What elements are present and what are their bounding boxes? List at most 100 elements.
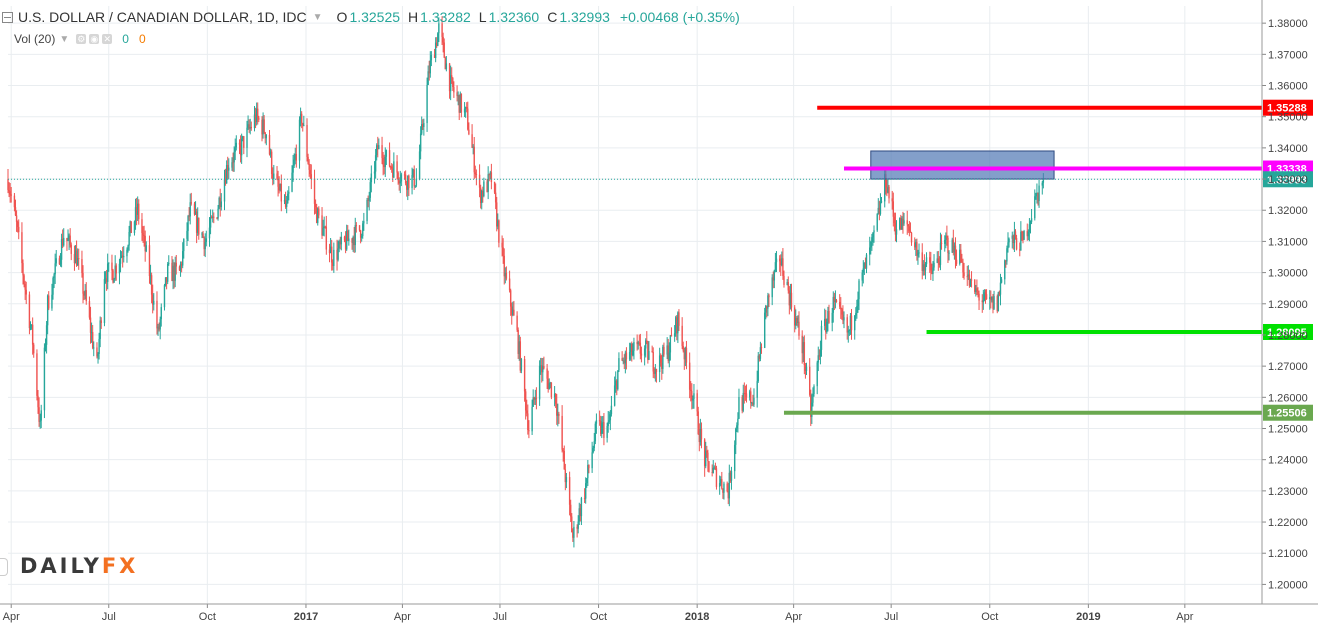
price-tick-label: 1.23000 (1268, 486, 1308, 498)
candle (891, 190, 893, 210)
candle (854, 315, 856, 340)
settings-icon[interactable]: ⚙ (76, 34, 87, 44)
candle (805, 362, 808, 376)
candle (173, 262, 175, 289)
candle (496, 196, 498, 232)
candle (630, 342, 632, 361)
candle (391, 163, 393, 173)
resistance-zone[interactable] (870, 150, 1055, 180)
candle (172, 259, 174, 290)
candle (503, 248, 505, 285)
candle (303, 115, 305, 127)
candle (600, 415, 602, 437)
candle (434, 37, 437, 63)
candle (706, 445, 708, 458)
candle (7, 169, 9, 194)
candle (501, 235, 503, 257)
chevron-down-icon[interactable]: ▼ (312, 11, 323, 23)
candle (645, 338, 647, 358)
candle (321, 207, 323, 239)
candle (916, 238, 918, 261)
price-tick-label: 1.30000 (1268, 268, 1308, 280)
candle (443, 38, 445, 58)
candle (907, 223, 910, 233)
candle (404, 170, 407, 186)
volume-label[interactable]: Vol (20) (14, 32, 56, 46)
zone-rectangle[interactable] (870, 150, 1055, 180)
candle (748, 389, 751, 401)
candle (186, 222, 188, 247)
candle (565, 472, 568, 489)
candle (888, 184, 890, 204)
candle (308, 159, 310, 177)
candle (287, 190, 289, 204)
candle (223, 169, 226, 211)
candle (729, 470, 732, 483)
candle (909, 222, 912, 233)
candle (707, 449, 709, 472)
candle (661, 354, 663, 380)
candle (819, 340, 822, 365)
candle (705, 441, 707, 469)
candle (708, 461, 710, 473)
candle (144, 230, 146, 262)
candle (684, 346, 687, 367)
candle (663, 342, 665, 357)
candle (113, 277, 115, 283)
symbol-title[interactable]: U.S. DOLLAR / CANADIAN DOLLAR, 1D, IDC (18, 9, 307, 25)
candle (383, 154, 385, 175)
close-icon[interactable]: ✕ (102, 34, 113, 44)
candle (235, 135, 237, 151)
date-axis[interactable]: Apr Jul Oct 2017 Apr Jul Oct 2018 Apr Jul Oct 2019 A… (0, 604, 1262, 632)
candle (658, 347, 661, 383)
candle (363, 212, 365, 231)
candle (660, 353, 662, 367)
candle (523, 355, 526, 402)
candle (894, 212, 897, 242)
candle (384, 147, 386, 178)
candle (220, 193, 222, 211)
candle (924, 262, 927, 280)
candle (512, 301, 514, 317)
candle (917, 249, 919, 265)
candle (347, 225, 349, 242)
collapse-icon[interactable] (2, 11, 13, 23)
price-axis[interactable]: 1.38000 1.37000 1.36000 1.35000 1.34000 1.330… (0, 0, 1318, 608)
candle (999, 273, 1002, 306)
candle (961, 253, 963, 263)
candle (900, 214, 902, 230)
candle (393, 152, 395, 179)
price-tick-label: 1.38000 (1268, 18, 1308, 30)
candle (939, 232, 942, 271)
candle (947, 235, 949, 263)
candle (651, 345, 653, 353)
candle (257, 102, 259, 125)
candle (527, 404, 529, 435)
candle (617, 370, 619, 391)
candle (473, 136, 475, 180)
candle (735, 427, 737, 455)
candle (946, 225, 948, 246)
hide-icon[interactable]: ◉ (89, 34, 100, 44)
candle (118, 258, 121, 285)
candle (520, 357, 523, 374)
high-key: H (408, 9, 419, 25)
candle (456, 85, 458, 102)
candle (543, 356, 545, 370)
candle (98, 332, 100, 360)
candle (112, 268, 114, 284)
candle (397, 171, 399, 185)
candle (276, 166, 278, 181)
volume-chevron-icon[interactable]: ▼ (59, 33, 70, 45)
candle (381, 136, 383, 165)
candle (730, 466, 733, 490)
candle (81, 250, 83, 278)
candle (360, 233, 363, 242)
candle (691, 383, 693, 410)
candle (711, 464, 713, 477)
candle (106, 253, 109, 290)
